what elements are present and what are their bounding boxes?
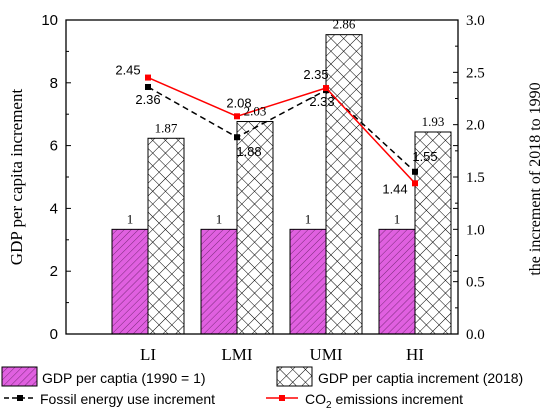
x-tick-label-lmi: LMI xyxy=(221,345,253,364)
bar-value-label: 1 xyxy=(216,211,223,226)
bar-gdp-1990-umi xyxy=(289,228,327,335)
legend-label-gdp-1990: GDP per captia (1990 = 1) xyxy=(42,370,206,386)
left-tick-label: 2 xyxy=(50,263,58,280)
bar-value-label: 1 xyxy=(305,211,312,226)
bar-value-label: 2.86 xyxy=(333,17,356,32)
co2-marker-lmi xyxy=(234,113,240,120)
right-axis-title: the increment of 2018 to 1990 xyxy=(527,82,544,275)
line-value-label: 1.88 xyxy=(236,144,261,159)
line-value-label: 1.55 xyxy=(412,149,437,164)
legend-label-fossil: Fossil energy use increment xyxy=(40,391,215,407)
bar-gdp-1990-lmi xyxy=(200,228,238,335)
bar-value-label: 1 xyxy=(394,211,401,226)
legend-marker-co2 xyxy=(279,395,285,401)
right-tick-label: 0.0 xyxy=(466,327,485,343)
right-tick-label: 1.5 xyxy=(466,170,485,186)
line-value-label: 2.45 xyxy=(115,63,140,78)
bar-gdp-2018-hi xyxy=(414,131,452,335)
bar-gdp-2018-li xyxy=(147,137,185,335)
x-tick-label-li: LI xyxy=(140,345,156,364)
left-tick-label: 0 xyxy=(50,326,58,343)
right-tick-label: 2.5 xyxy=(466,65,485,81)
co2-marker-hi xyxy=(412,180,418,187)
left-tick-label: 4 xyxy=(50,200,58,217)
co2-emissions-line xyxy=(147,76,416,184)
legend-swatch-gdp-2018 xyxy=(276,366,313,387)
line-value-label: 2.35 xyxy=(303,67,328,82)
right-tick-label: 3.0 xyxy=(466,13,485,29)
right-tick-label: 0.5 xyxy=(466,275,485,291)
line-value-label: 2.33 xyxy=(309,94,334,109)
legend-co2-subscript: 2 xyxy=(326,400,332,411)
legend-co2-rest: emissions increment xyxy=(332,391,464,407)
legend-marker-fossil xyxy=(17,395,23,401)
co2-marker-umi xyxy=(323,85,329,92)
legend-label-gdp-2018: GDP per captia increment (2018) xyxy=(318,370,523,386)
bar-value-label: 1.93 xyxy=(422,114,445,129)
fossil-marker-li xyxy=(145,83,151,90)
bar-gdp-1990-hi xyxy=(378,228,416,335)
bar-value-label: 2.03 xyxy=(244,104,267,119)
left-tick-label: 10 xyxy=(41,12,58,29)
bar-gdp-2018-umi xyxy=(325,34,363,335)
co2-marker-li xyxy=(145,74,151,81)
left-axis-title: GDP per capita increment xyxy=(7,89,26,266)
left-tick-label: 6 xyxy=(50,138,58,155)
legend-co2-main: CO xyxy=(305,391,326,407)
legend-swatch-gdp-1990 xyxy=(1,366,38,387)
left-tick-label: 8 xyxy=(50,75,58,92)
right-tick-label: 2.0 xyxy=(466,118,485,134)
bar-value-label: 1.87 xyxy=(155,120,178,135)
fossil-marker-lmi xyxy=(234,134,240,141)
fossil-marker-hi xyxy=(412,168,418,175)
bar-gdp-1990-li xyxy=(111,228,149,335)
fossil-energy-line xyxy=(147,86,416,173)
line-value-label: 1.44 xyxy=(382,181,407,196)
line-value-label: 2.36 xyxy=(135,92,160,107)
right-tick-label: 1.0 xyxy=(466,222,485,238)
bar-value-label: 1 xyxy=(127,211,134,226)
bar-gdp-2018-lmi xyxy=(236,121,274,335)
x-tick-label-hi: HI xyxy=(406,345,424,364)
legend-label-co2: CO2 emissions increment xyxy=(305,391,463,411)
line-value-label: 2.08 xyxy=(226,95,251,110)
x-tick-label-umi: UMI xyxy=(309,345,342,364)
